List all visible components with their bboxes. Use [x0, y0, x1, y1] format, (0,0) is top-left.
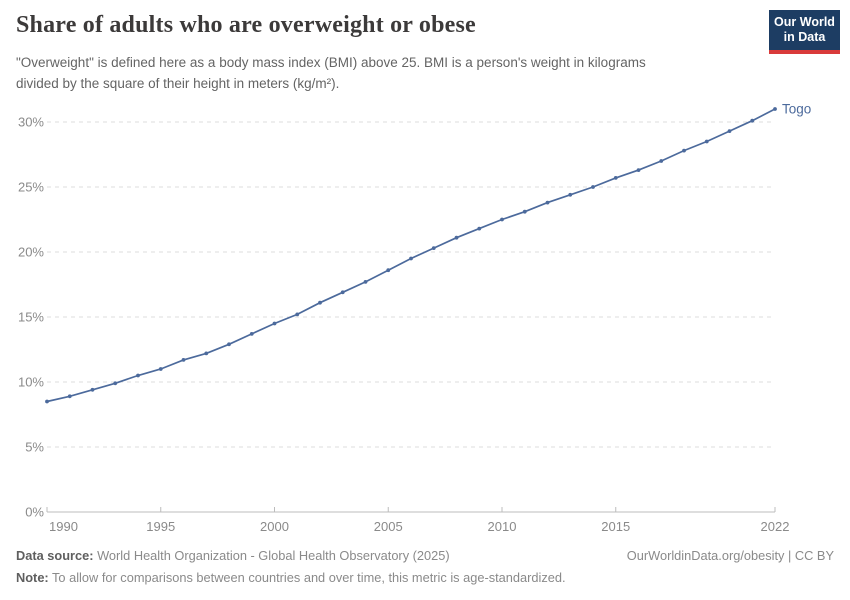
chart-area: 0% 5% 10% 15% 20% 25% 30% 1990 1995 2000 2005 2010 2…: [0, 90, 850, 550]
data-point-marker[interactable]: [340, 290, 345, 295]
owid-logo-line1: Our World: [774, 15, 835, 29]
y-tick-label: 15%: [18, 310, 44, 325]
data-point-marker[interactable]: [386, 268, 391, 273]
note-text: To allow for comparisons between countri…: [48, 570, 566, 585]
y-tick-label: 30%: [18, 115, 44, 130]
data-point-marker[interactable]: [682, 148, 686, 153]
y-tick-label: 10%: [18, 375, 44, 390]
x-tick-label: 1995: [146, 519, 175, 534]
data-point-marker[interactable]: [545, 200, 550, 205]
data-source-label: Data source:: [16, 548, 94, 563]
chart-footer: Data source: World Health Organization -…: [16, 545, 834, 589]
note-label: Note:: [16, 570, 49, 585]
data-point-marker[interactable]: [431, 246, 436, 251]
data-point-marker[interactable]: [750, 118, 755, 123]
page-subtitle: "Overweight" is defined here as a body m…: [16, 55, 646, 91]
y-tick-label: 25%: [18, 180, 44, 195]
x-tick-label: 2000: [260, 519, 289, 534]
y-tick-label: 0%: [25, 505, 44, 520]
data-point-marker[interactable]: [636, 168, 641, 172]
x-tick-label: 1990: [49, 519, 78, 534]
license-link[interactable]: OurWorldinData.org/obesity | CC BY: [626, 548, 834, 563]
data-source-text: World Health Organization - Global Healt…: [93, 548, 450, 563]
x-tick-label: 2015: [601, 519, 630, 534]
data-point-marker[interactable]: [158, 367, 163, 371]
data-point-marker[interactable]: [568, 192, 573, 197]
data-point-marker[interactable]: [409, 256, 413, 261]
data-point-marker[interactable]: [773, 107, 777, 111]
data-point-marker[interactable]: [591, 185, 595, 189]
x-tick-label: 2010: [488, 519, 517, 534]
data-point-marker[interactable]: [204, 351, 209, 356]
data-point-marker[interactable]: [363, 280, 368, 284]
data-point-marker[interactable]: [249, 332, 254, 336]
footer-row-source: Data source: World Health Organization -…: [16, 545, 834, 567]
data-point-marker[interactable]: [227, 342, 231, 347]
x-tick-label: 2022: [761, 519, 790, 534]
data-point-marker[interactable]: [704, 139, 709, 144]
data-point-marker[interactable]: [90, 387, 95, 392]
owid-logo[interactable]: Our World in Data: [769, 10, 840, 54]
data-point-marker[interactable]: [477, 226, 482, 231]
data-point-marker[interactable]: [181, 358, 186, 362]
data-point-marker[interactable]: [318, 300, 322, 305]
series-end-label[interactable]: Togo: [782, 102, 811, 117]
data-point-marker[interactable]: [136, 373, 140, 378]
data-point-marker[interactable]: [727, 129, 732, 133]
data-point-marker[interactable]: [454, 235, 459, 240]
series-line-togo[interactable]: [46, 108, 776, 403]
data-point-marker[interactable]: [295, 312, 300, 317]
x-tick-label: 2005: [374, 519, 403, 534]
data-point-marker[interactable]: [613, 176, 618, 180]
chart-canvas[interactable]: 0% 5% 10% 15% 20% 25% 30% 1990 1995 2000 2005 2010 2…: [0, 90, 850, 550]
data-point-marker[interactable]: [272, 321, 277, 326]
data-point-marker[interactable]: [67, 394, 72, 399]
data-point-marker[interactable]: [113, 381, 118, 386]
data-point-marker[interactable]: [659, 159, 664, 163]
data-point-marker[interactable]: [522, 209, 527, 214]
page-title: Share of adults who are overweight or ob…: [16, 12, 476, 38]
data-point-marker[interactable]: [500, 217, 504, 222]
data-point-marker[interactable]: [45, 399, 49, 404]
owid-logo-line2: in Data: [783, 30, 826, 44]
footer-row-note: Note: To allow for comparisons between c…: [16, 567, 834, 589]
data-source-line: Data source: World Health Organization -…: [16, 545, 450, 567]
y-tick-label: 5%: [25, 440, 44, 455]
y-tick-label: 20%: [18, 245, 44, 260]
